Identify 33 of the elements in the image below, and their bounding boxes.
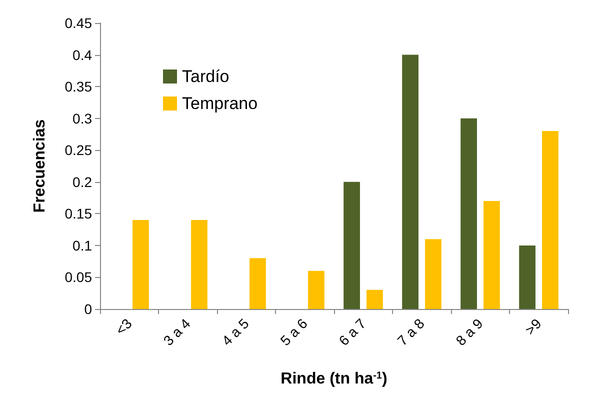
x-tick-label: 6 a 7 — [336, 315, 370, 349]
y-axis-title: Frecuencias — [32, 119, 48, 213]
x-tick-label: <3 — [112, 315, 136, 338]
y-tick-label: 0 — [84, 301, 92, 317]
x-tick-label: 5 a 6 — [277, 315, 311, 349]
bar — [519, 245, 536, 309]
bar — [191, 220, 208, 309]
y-tick-label: 0.15 — [64, 206, 92, 222]
y-tick-label: 0.2 — [72, 174, 92, 190]
x-tick-label: >9 — [522, 315, 545, 338]
bar — [308, 270, 324, 309]
y-tick-label: 0.25 — [64, 142, 92, 158]
y-tick-label: 0.3 — [72, 110, 92, 126]
bar — [402, 54, 418, 309]
y-tick-label: 0.1 — [72, 237, 92, 254]
bar — [344, 182, 360, 309]
legend-label: Temprano — [182, 94, 258, 113]
bar — [250, 258, 266, 309]
x-tick-label: 4 a 5 — [218, 315, 252, 349]
bar — [132, 220, 149, 309]
bar — [542, 131, 558, 309]
y-tick-label: 0.35 — [64, 78, 92, 95]
bar — [425, 239, 442, 309]
x-tick-label: 3 a 4 — [160, 315, 194, 349]
bar — [484, 200, 500, 309]
bar — [460, 118, 477, 309]
bar — [366, 290, 383, 309]
y-tick-label: 0.4 — [72, 46, 92, 63]
y-tick-label: 0.05 — [64, 269, 92, 286]
x-tick-label: 7 a 8 — [394, 315, 428, 349]
x-tick-label: 8 a 9 — [452, 315, 486, 349]
y-tick-label: 0.45 — [64, 15, 92, 31]
legend-label: Tardío — [182, 67, 230, 86]
